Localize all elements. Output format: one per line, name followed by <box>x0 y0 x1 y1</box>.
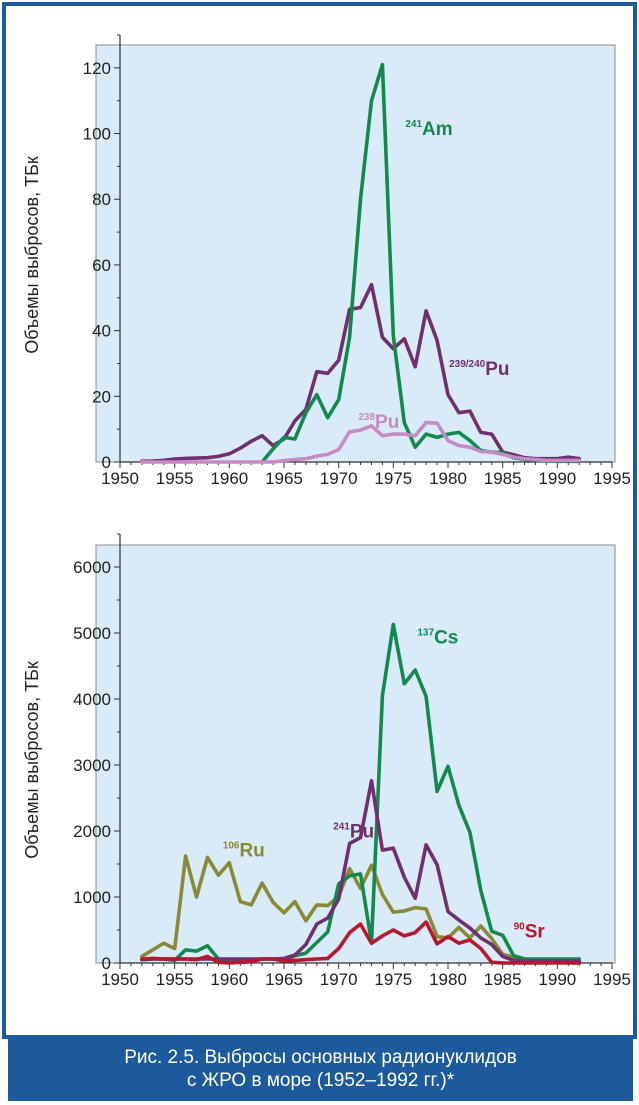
x-tick-label: 1960 <box>210 469 248 488</box>
figure-caption: Рис. 2.5. Выбросы основных радионуклидов… <box>8 1039 633 1101</box>
y-tick-label: 80 <box>92 190 111 209</box>
x-tick-label: 1970 <box>320 970 358 989</box>
series-lines-top <box>140 62 582 464</box>
series-label-superscript: 137 <box>417 628 434 639</box>
x-tick-label: 1990 <box>538 469 576 488</box>
y-tick-label: 0 <box>102 954 111 973</box>
y-tick-label: 1000 <box>73 888 111 907</box>
chart-bottom: 0 1000 2000 3000 4000 5000 6000 1950 1955 1960 196… <box>22 533 631 989</box>
caption-line-1: Рис. 2.5. Выбросы основных радионуклидов <box>124 1047 517 1068</box>
series-label-239/240Pu: 239/240Pu <box>449 359 509 380</box>
axes-bottom: 0 1000 2000 3000 4000 5000 6000 1950 1955 1960 196… <box>73 533 631 989</box>
series-label-element: Am <box>422 119 453 140</box>
y-tick-label: 40 <box>92 322 111 341</box>
y-axis-label-top: Объемы выбросов, ТБк <box>22 156 42 354</box>
x-tick-label: 1990 <box>538 970 576 989</box>
x-tick-label: 1995 <box>593 469 631 488</box>
series-label-137Cs: 137Cs <box>417 628 458 649</box>
series-label-element: Pu <box>350 822 374 843</box>
series-label-superscript: 90 <box>514 921 526 932</box>
series-label-element: Ru <box>239 841 264 862</box>
y-tick-label: 5000 <box>73 624 111 643</box>
series-labels-bottom: 106Ru 137Cs 241Pu 90Sr <box>223 628 546 943</box>
y-tick-label: 120 <box>83 59 111 78</box>
x-tick-label: 1950 <box>101 970 139 989</box>
y-tick-label: 6000 <box>73 558 111 577</box>
y-tick-label: 4000 <box>73 690 111 709</box>
plot-area-top <box>95 44 616 463</box>
x-tick-label: 1980 <box>429 469 467 488</box>
y-axis-label-bottom: Объемы выбросов, ТБк <box>22 661 42 859</box>
frame-border <box>2 2 637 1039</box>
series-lines-bottom <box>140 622 582 965</box>
y-tick-label: 3000 <box>73 756 111 775</box>
series-label-element: Pu <box>375 412 399 433</box>
x-tick-label: 1975 <box>374 469 412 488</box>
series-label-superscript: 238 <box>358 412 375 423</box>
y-tick-label: 2000 <box>73 822 111 841</box>
series-label-element: Sr <box>525 921 546 942</box>
x-tick-label: 1965 <box>265 469 303 488</box>
plot-area-bottom <box>95 544 616 964</box>
caption-line-2: с ЖРО в море (1952–1992 гг.)* <box>186 1070 455 1091</box>
x-tick-label: 1980 <box>429 970 467 989</box>
x-tick-label: 1970 <box>320 469 358 488</box>
series-label-106Ru: 106Ru <box>223 841 265 862</box>
series-label-238Pu: 238Pu <box>358 412 399 433</box>
x-tick-label: 1955 <box>156 970 194 989</box>
y-tick-label: 20 <box>92 387 111 406</box>
y-tick-label: 0 <box>102 453 111 472</box>
x-tick-label: 1960 <box>210 970 248 989</box>
x-tick-label: 1985 <box>484 970 522 989</box>
series-label-90Sr: 90Sr <box>514 921 546 942</box>
series-line-137Cs <box>140 622 582 963</box>
y-tick-label: 60 <box>92 256 111 275</box>
x-tick-label: 1950 <box>101 469 139 488</box>
series-label-superscript: 241 <box>333 822 350 833</box>
axes-top: 0 20 40 60 80 100 120 1950 1955 1960 1965 1970 1975 1… <box>83 34 631 488</box>
x-tick-label: 1975 <box>374 970 412 989</box>
series-line-238Pu <box>140 420 582 464</box>
series-label-superscript: 106 <box>223 841 240 852</box>
series-label-241Pu: 241Pu <box>333 822 374 843</box>
series-label-element: Pu <box>485 359 509 380</box>
x-tick-label: 1985 <box>484 469 522 488</box>
series-line-106Ru <box>140 854 582 963</box>
series-label-element: Cs <box>434 628 458 649</box>
series-label-superscript: 241 <box>405 119 422 130</box>
y-tick-label: 100 <box>83 125 111 144</box>
x-tick-label: 1995 <box>593 970 631 989</box>
series-label-superscript: 239/240 <box>449 359 486 370</box>
series-label-241Am: 241Am <box>405 119 452 140</box>
x-tick-label: 1965 <box>265 970 303 989</box>
x-tick-label: 1955 <box>156 469 194 488</box>
chart-top: 0 20 40 60 80 100 120 1950 1955 1960 1965 1970 1975 1… <box>22 34 631 488</box>
series-line-90Sr <box>140 920 582 965</box>
